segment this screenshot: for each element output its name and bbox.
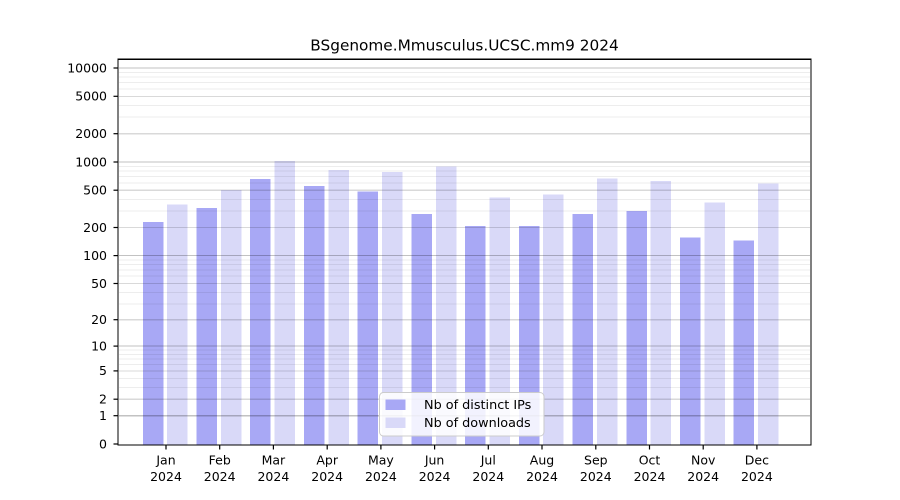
- y-tick-label-50: 50: [91, 276, 107, 291]
- x-tick-year-label-sep: 2024: [580, 469, 612, 484]
- x-tick-year-label-jul: 2024: [472, 469, 504, 484]
- y-tick-label-5: 5: [99, 363, 107, 378]
- x-tick-year-label-may: 2024: [365, 469, 397, 484]
- bar-distinct-ips-apr: [304, 186, 325, 445]
- x-tick-month-label-dec: Dec: [745, 453, 769, 468]
- x-tick-year-label-mar: 2024: [257, 469, 289, 484]
- y-tick-label-10000: 10000: [67, 60, 107, 75]
- chart-title: BSgenome.Mmusculus.UCSC.mm9 2024: [310, 37, 618, 55]
- x-tick-month-label-may: May: [368, 453, 394, 468]
- y-tick-label-2: 2: [99, 392, 107, 407]
- x-tick-year-label-oct: 2024: [634, 469, 666, 484]
- y-tick-label-1000: 1000: [75, 154, 107, 169]
- bar-distinct-ips-jun: [411, 213, 432, 445]
- bar-downloads-dec: [758, 183, 779, 445]
- bar-distinct-ips-oct: [626, 211, 647, 445]
- x-tick-month-label-nov: Nov: [691, 453, 716, 468]
- y-tick-label-500: 500: [83, 183, 107, 198]
- bar-downloads-jul: [489, 197, 510, 445]
- x-tick-month-label-oct: Oct: [639, 453, 661, 468]
- y-tick-label-1: 1: [99, 408, 107, 423]
- y-tick-label-100: 100: [83, 248, 107, 263]
- axes-layer: 012510205010020050010002000500010000Jan2…: [67, 58, 812, 484]
- x-tick-month-label-aug: Aug: [530, 453, 554, 468]
- x-tick-year-label-jun: 2024: [419, 469, 451, 484]
- bar-distinct-ips-feb: [196, 207, 217, 445]
- x-tick-year-label-nov: 2024: [687, 469, 719, 484]
- x-tick-month-label-jul: Jul: [480, 453, 496, 468]
- bar-downloads-apr: [328, 170, 349, 445]
- bar-downloads-jun: [435, 166, 457, 445]
- bar-distinct-ips-dec: [733, 240, 755, 445]
- y-tick-label-10: 10: [91, 338, 107, 353]
- bar-downloads-feb: [220, 189, 242, 445]
- axis-frame: [117, 58, 812, 446]
- x-tick-year-label-dec: 2024: [741, 469, 773, 484]
- bar-downloads-may: [382, 171, 403, 445]
- bar-downloads-sep: [597, 178, 618, 445]
- legend: Nb of distinct IPs Nb of downloads: [379, 392, 545, 437]
- bar-distinct-ips-nov: [680, 237, 701, 445]
- y-tick-label-5000: 5000: [75, 89, 107, 104]
- legend-label-downloads: Nb of downloads: [424, 416, 531, 431]
- y-tick-label-200: 200: [83, 220, 107, 235]
- legend-box: [379, 392, 545, 437]
- legend-swatch-distinct-ips: [385, 399, 406, 410]
- bars-layer: [142, 161, 779, 445]
- x-tick-month-label-jun: Jun: [424, 453, 445, 468]
- bar-distinct-ips-may: [357, 191, 379, 445]
- bar-downloads-mar: [274, 161, 296, 445]
- y-tick-label-20: 20: [91, 312, 107, 327]
- legend-swatch-downloads: [385, 417, 406, 428]
- y-tick-label-2000: 2000: [75, 126, 107, 141]
- x-tick-month-label-apr: Apr: [316, 453, 338, 468]
- x-tick-year-label-feb: 2024: [204, 469, 236, 484]
- x-tick-year-label-apr: 2024: [311, 469, 343, 484]
- bar-downloads-aug: [543, 194, 564, 445]
- bar-distinct-ips-jul: [465, 226, 486, 445]
- x-tick-month-label-sep: Sep: [584, 453, 608, 468]
- gridlines-layer: [118, 67, 811, 417]
- bar-distinct-ips-sep: [572, 213, 594, 445]
- x-tick-year-label-jan: 2024: [150, 469, 182, 484]
- bar-downloads-jan: [167, 204, 188, 445]
- bar-distinct-ips-jan: [142, 221, 164, 445]
- legend-label-distinct-ips: Nb of distinct IPs: [424, 398, 532, 413]
- x-tick-month-label-feb: Feb: [209, 453, 231, 468]
- bar-distinct-ips-aug: [518, 225, 540, 445]
- y-tick-label-0: 0: [99, 436, 107, 451]
- x-tick-year-label-aug: 2024: [526, 469, 558, 484]
- x-tick-month-label-jan: Jan: [155, 453, 175, 468]
- bar-distinct-ips-mar: [250, 179, 271, 445]
- bar-downloads-nov: [704, 202, 725, 445]
- x-tick-month-label-mar: Mar: [262, 453, 286, 468]
- bar-downloads-oct: [650, 180, 672, 445]
